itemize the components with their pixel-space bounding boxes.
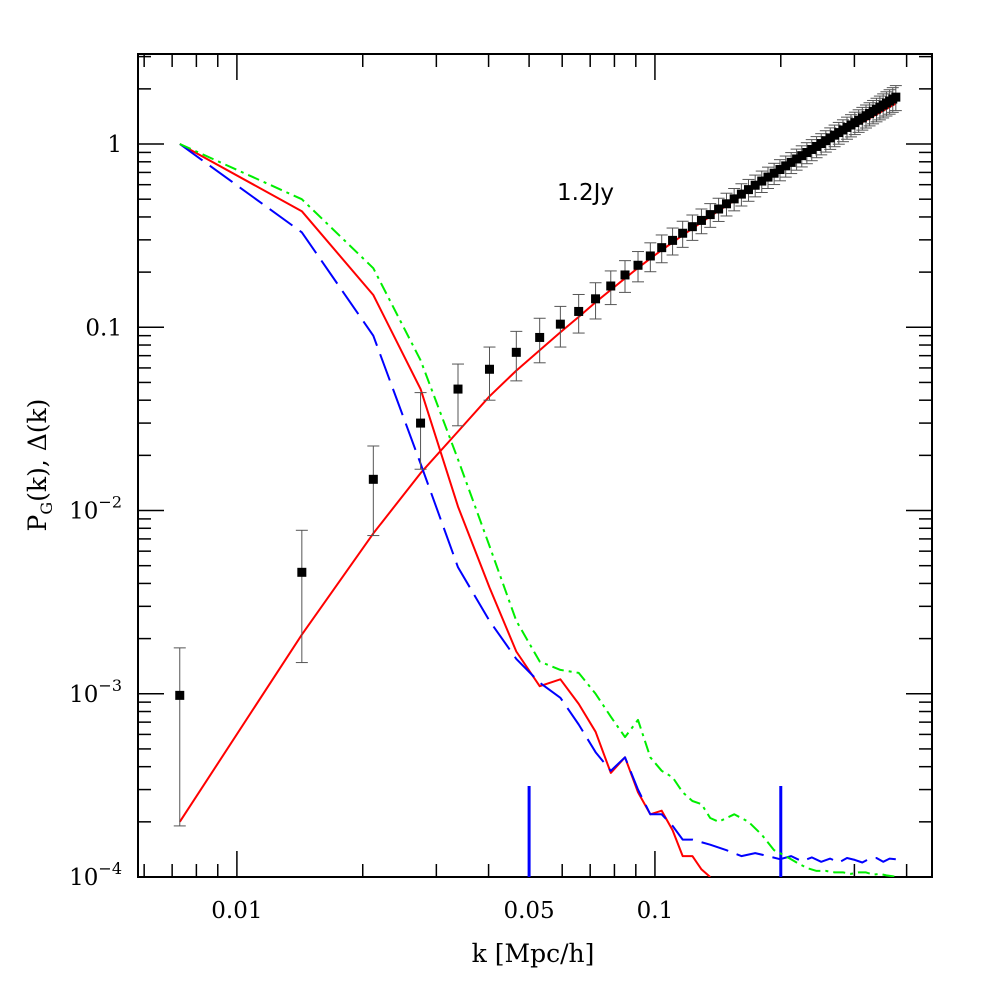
error-bars	[173, 85, 902, 827]
data-point	[792, 154, 802, 164]
data-point	[511, 347, 521, 357]
axis-ticks	[138, 54, 932, 878]
series-line-2	[179, 143, 711, 877]
data-point	[763, 172, 773, 182]
y-axis-title-main: P	[23, 515, 52, 532]
x-tick-label: 0.05	[503, 898, 554, 924]
y-tick-label: 10−3	[69, 676, 122, 708]
data-point	[368, 474, 378, 484]
data-point	[757, 176, 767, 186]
data-point	[633, 260, 643, 270]
data-point	[645, 251, 655, 261]
scale-markers	[527, 786, 783, 877]
data-point	[453, 384, 463, 394]
data-point	[775, 165, 785, 175]
data-point	[797, 151, 807, 161]
x-axis-title: k [Mpc/h]	[472, 939, 595, 968]
x-tick-label: 0.1	[637, 898, 674, 924]
y-axis-title: PG(k), Δ(k)	[23, 399, 56, 532]
data-point	[743, 185, 753, 195]
data-point	[736, 189, 746, 199]
data-point	[696, 215, 706, 225]
data-point	[687, 222, 697, 232]
data-point	[816, 139, 826, 149]
data-point	[891, 92, 901, 102]
y-tick-label: 0.1	[85, 315, 122, 341]
y-axis-title-sub: G	[37, 502, 56, 515]
data-point	[535, 332, 545, 342]
data-point	[807, 144, 817, 154]
data-point	[657, 243, 667, 253]
plot-frame	[137, 53, 933, 878]
data-point	[416, 418, 426, 428]
data-point	[591, 294, 601, 304]
x-tick-label: 0.01	[211, 898, 262, 924]
data-point	[484, 364, 494, 374]
y-tick-label: 10−2	[69, 493, 122, 525]
data-point	[714, 204, 724, 214]
data-point	[297, 567, 307, 577]
series-line-4	[179, 143, 897, 877]
data-point	[802, 148, 812, 158]
data-point	[750, 180, 760, 190]
annotation-label: 1.2Jy	[557, 180, 614, 206]
tick-labels: 0.01 0.05 0.1 10−4 10−3 10−2 0.1 1	[69, 132, 673, 924]
data-point	[678, 228, 688, 238]
data-point	[812, 141, 822, 151]
data-point	[175, 690, 185, 700]
y-tick-label: 10−4	[69, 859, 122, 891]
data-point	[555, 319, 565, 329]
data-point	[574, 306, 584, 316]
data-point	[781, 161, 791, 171]
data-point	[769, 168, 779, 178]
y-tick-label: 1	[107, 132, 122, 158]
data-point	[786, 157, 796, 167]
data-point	[721, 199, 731, 209]
data-point	[705, 210, 715, 220]
y-axis-title-rest: (k), Δ(k)	[23, 399, 52, 502]
data-points	[175, 92, 901, 700]
model-curves	[178, 102, 897, 877]
data-point	[668, 235, 678, 245]
data-point	[620, 270, 630, 280]
series-line-3	[179, 143, 896, 864]
series-line-1	[178, 102, 897, 823]
data-point	[729, 194, 739, 204]
data-point	[606, 281, 616, 291]
